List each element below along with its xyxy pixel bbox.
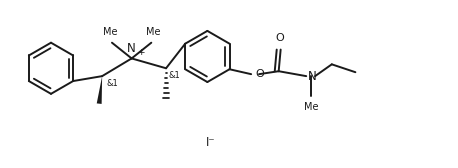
Text: Me: Me — [146, 27, 160, 37]
Text: Me: Me — [304, 102, 318, 112]
Text: O: O — [275, 33, 284, 43]
Text: N: N — [127, 43, 136, 55]
Text: &1: &1 — [168, 71, 180, 80]
Polygon shape — [97, 76, 102, 104]
Text: I⁻: I⁻ — [206, 136, 215, 149]
Text: N: N — [308, 70, 317, 83]
Text: Me: Me — [103, 27, 117, 37]
Text: O: O — [255, 69, 264, 79]
Text: &1: &1 — [106, 78, 118, 88]
Text: +: + — [137, 48, 145, 57]
